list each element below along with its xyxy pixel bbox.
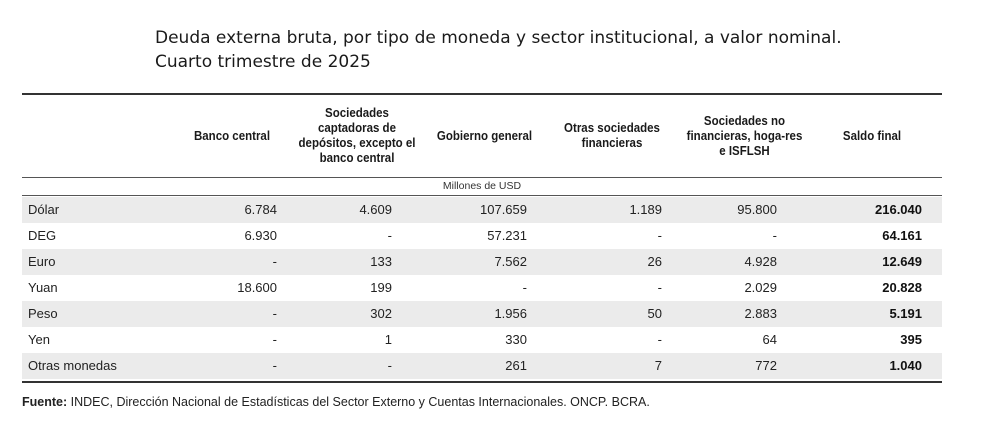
value-cell: 133 [370, 254, 392, 269]
value-cell: 64 [762, 332, 777, 347]
value-cell: 1.956 [494, 306, 527, 321]
saldo-final-cell: 20.828 [882, 280, 922, 295]
row-label: Otras monedas [28, 358, 117, 373]
table-row: Yuan 18.600 199 - - 2.029 20.828 [22, 275, 942, 301]
value-cell: 330 [505, 332, 527, 347]
value-cell: - [272, 358, 277, 373]
table-row: Euro - 133 7.562 26 4.928 12.649 [22, 249, 942, 275]
title-line-1: Deuda externa bruta, por tipo de moneda … [155, 28, 842, 48]
header-gobierno-general: Gobierno general [436, 128, 533, 143]
table-row: Otras monedas - - 261 7 772 1.040 [22, 353, 942, 379]
value-cell: - [657, 280, 662, 295]
source-note: Fuente: INDEC, Dirección Nacional de Est… [22, 395, 650, 409]
header-sociedades-no-financieras: Sociedades no financieras, hoga-res e IS… [686, 113, 803, 158]
saldo-final-cell: 1.040 [889, 358, 922, 373]
row-label: Yen [28, 332, 50, 347]
table-title: Deuda externa bruta, por tipo de moneda … [155, 26, 955, 74]
value-cell: - [522, 280, 527, 295]
row-label: Dólar [28, 202, 60, 217]
row-label: Yuan [28, 280, 58, 295]
value-cell: 95.800 [737, 202, 777, 217]
value-cell: 4.609 [359, 202, 392, 217]
header-sociedades-captadoras: Sociedades captadoras de depósitos, exce… [298, 106, 416, 165]
header-banco-central: Banco central [193, 128, 271, 143]
value-cell: 1 [384, 332, 392, 347]
value-cell: 7.562 [494, 254, 527, 269]
units-rule [22, 195, 942, 196]
value-cell: 2.029 [744, 280, 777, 295]
saldo-final-cell: 216.040 [875, 202, 922, 217]
value-cell: 18.600 [237, 280, 277, 295]
saldo-final-cell: 395 [900, 332, 922, 347]
table-row: Yen - 1 330 - 64 395 [22, 327, 942, 353]
value-cell: - [657, 332, 662, 347]
table-row: Peso - 302 1.956 50 2.883 5.191 [22, 301, 942, 327]
value-cell: 6.930 [244, 228, 277, 243]
value-cell: - [657, 228, 662, 243]
value-cell: - [272, 332, 277, 347]
table-bottom-rule [22, 381, 942, 383]
value-cell: - [772, 228, 777, 243]
title-line-2: Cuarto trimestre de 2025 [155, 52, 371, 72]
value-cell: - [272, 306, 277, 321]
saldo-final-cell: 64.161 [882, 228, 922, 243]
value-cell: 6.784 [244, 202, 277, 217]
row-label: Euro [28, 254, 56, 269]
value-cell: 302 [370, 306, 392, 321]
value-cell: 2.883 [744, 306, 777, 321]
value-cell: 772 [755, 358, 777, 373]
header-otras-sociedades-financieras: Otras sociedades financieras [564, 121, 660, 150]
value-cell: - [387, 228, 392, 243]
value-cell: 7 [654, 358, 662, 373]
source-label: Fuente: [22, 395, 68, 409]
units-label: Millones de USD [442, 180, 522, 192]
header-saldo-final: Saldo final [842, 128, 902, 143]
value-cell: 50 [647, 306, 662, 321]
value-cell: 1.189 [629, 202, 662, 217]
table-row: DEG 6.930 - 57.231 - - 64.161 [22, 223, 942, 249]
value-cell: 57.231 [487, 228, 527, 243]
table-top-rule [22, 93, 942, 95]
row-label: Peso [28, 306, 58, 321]
saldo-final-cell: 5.191 [889, 306, 922, 321]
value-cell: 261 [505, 358, 527, 373]
value-cell: 26 [647, 254, 662, 269]
table-row: Dólar 6.784 4.609 107.659 1.189 95.800 216.040 [22, 197, 942, 223]
header-rule [22, 177, 942, 178]
saldo-final-cell: 12.649 [882, 254, 922, 269]
value-cell: - [387, 358, 392, 373]
value-cell: 4.928 [744, 254, 777, 269]
value-cell: - [272, 254, 277, 269]
source-text: INDEC, Dirección Nacional de Estadística… [67, 395, 650, 409]
table-header: Banco central Sociedades captadoras de d… [22, 95, 942, 177]
row-label: DEG [28, 228, 57, 243]
value-cell: 199 [370, 280, 392, 295]
value-cell: 107.659 [480, 202, 527, 217]
